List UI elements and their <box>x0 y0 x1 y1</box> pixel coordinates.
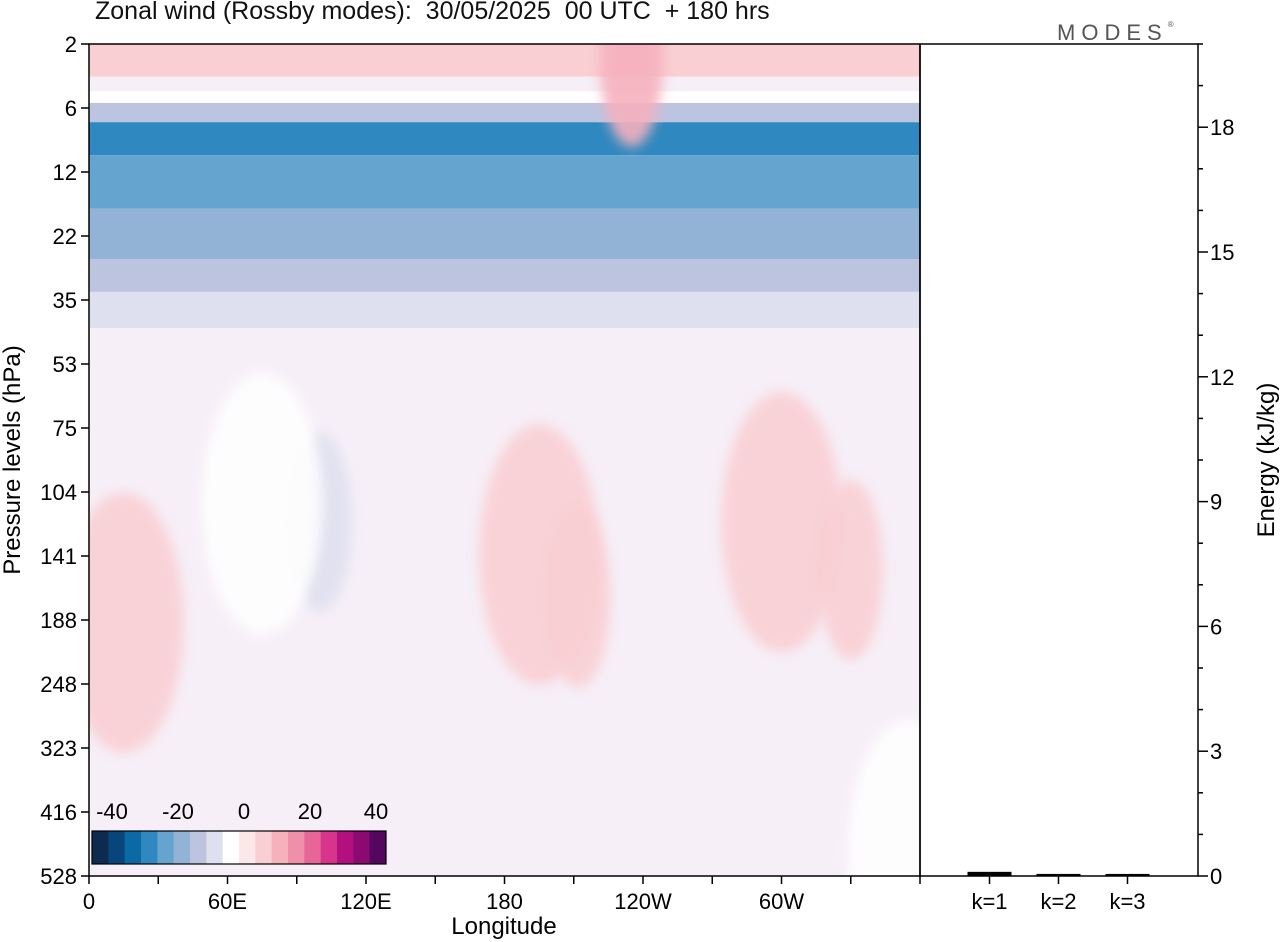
y-tick-label: 22 <box>53 224 77 249</box>
heatmap-anomaly <box>848 720 920 876</box>
heatmap-anomaly <box>89 492 184 753</box>
colorbar-swatch <box>124 831 142 864</box>
colorbar-swatch <box>320 831 338 864</box>
x-tick-label: 60W <box>759 889 804 914</box>
heatmap-band <box>89 76 920 92</box>
energy-category-label: k=2 <box>1040 889 1076 914</box>
colorbar-swatch <box>271 831 289 864</box>
colorbar-swatch <box>206 831 224 864</box>
logo-mark: ® <box>1167 20 1174 29</box>
energy-tick-label: 15 <box>1210 240 1234 265</box>
colorbar-tick-label: -40 <box>96 799 128 824</box>
colorbar-tick-label: -20 <box>162 799 194 824</box>
colorbar-tick-label: 20 <box>298 799 322 824</box>
chart-title: Zonal wind (Rossby modes): 30/05/2025 00… <box>95 0 770 25</box>
y-tick-label: 528 <box>40 864 77 889</box>
y-tick-label: 6 <box>65 96 77 121</box>
x-axis-label: Longitude <box>451 913 556 940</box>
heatmap-area <box>89 44 920 876</box>
heatmap-band <box>89 102 920 123</box>
energy-bar <box>1105 873 1150 876</box>
y-tick-label: 12 <box>53 160 77 185</box>
y-tick-label: 141 <box>40 544 77 569</box>
logo-text: MODES <box>1057 20 1168 45</box>
heatmap-band <box>89 208 920 260</box>
y-tick-label: 35 <box>53 288 77 313</box>
energy-category-label: k=1 <box>971 889 1007 914</box>
energy-panel-frame <box>919 43 1199 877</box>
x-axis: 0 60E 120E 180 120W 60W <box>83 876 921 914</box>
colorbar-swatch <box>255 831 273 864</box>
colorbar-swatch <box>141 831 158 864</box>
colorbar-swatch <box>92 831 109 864</box>
colorbar: -40 -20 0 20 40 <box>91 799 388 865</box>
colorbar-swatch <box>337 831 354 864</box>
colorbar-swatch <box>239 831 256 864</box>
energy-bars: k=1 k=2 k=3 <box>967 871 1150 914</box>
x-tick-label: 180 <box>486 889 523 914</box>
y-tick-label: 248 <box>40 672 77 697</box>
energy-axis: 0 3 6 9 12 15 18 <box>1198 43 1234 889</box>
colorbar-swatch <box>173 831 191 864</box>
heatmap-band <box>89 291 920 329</box>
y-tick-label: 188 <box>40 608 77 633</box>
heatmap-anomaly <box>202 373 323 634</box>
heatmap-band <box>89 259 920 292</box>
y-tick-label: 323 <box>40 736 77 761</box>
colorbar-swatch <box>369 831 387 864</box>
modes-logo: MODES® <box>1057 20 1174 46</box>
colorbar-swatch <box>108 831 126 864</box>
colorbar-swatch <box>190 831 207 864</box>
energy-tick-label: 3 <box>1210 739 1222 764</box>
y-tick-label: 104 <box>40 480 77 505</box>
colorbar-swatch <box>353 831 371 864</box>
heatmap-band <box>89 122 920 156</box>
energy-bar <box>967 871 1012 876</box>
y-axis-label: Pressure levels (hPa) <box>0 345 26 574</box>
energy-category-label: k=3 <box>1109 889 1145 914</box>
y-tick-label: 53 <box>53 352 77 377</box>
y-axis: 2 6 12 22 35 53 75 104 141 188 248 323 416 528 <box>40 32 89 889</box>
y-tick-label: 75 <box>53 416 77 441</box>
heatmap-anomaly <box>721 392 842 653</box>
y-tick-label: 2 <box>65 32 77 57</box>
energy-tick-label: 9 <box>1210 490 1222 515</box>
energy-axis-label: Energy (kJ/kg) <box>1253 383 1280 538</box>
heatmap-band <box>89 155 920 209</box>
x-tick-label: 60E <box>208 889 247 914</box>
energy-tick-label: 6 <box>1210 614 1222 639</box>
heatmap-band <box>89 44 920 77</box>
colorbar-swatch <box>157 831 175 864</box>
energy-tick-label: 0 <box>1210 864 1222 889</box>
colorbar-frame <box>91 830 387 865</box>
heatmap-anomaly <box>479 424 600 685</box>
colorbar-swatch <box>304 831 322 864</box>
x-tick-label: 0 <box>83 889 95 914</box>
colorbar-tick-label: 0 <box>238 799 250 824</box>
x-tick-label: 120W <box>614 889 672 914</box>
energy-tick-label: 18 <box>1210 115 1234 140</box>
energy-tick-label: 12 <box>1210 365 1234 390</box>
colorbar-swatch <box>222 831 240 864</box>
colorbar-swatch <box>288 831 305 864</box>
heatmap-band <box>89 91 920 103</box>
energy-bar <box>1036 873 1081 876</box>
heatmap-anomaly <box>599 44 664 147</box>
x-tick-label: 120E <box>340 889 391 914</box>
y-tick-label: 416 <box>40 800 77 825</box>
colorbar-tick-label: 40 <box>364 799 388 824</box>
